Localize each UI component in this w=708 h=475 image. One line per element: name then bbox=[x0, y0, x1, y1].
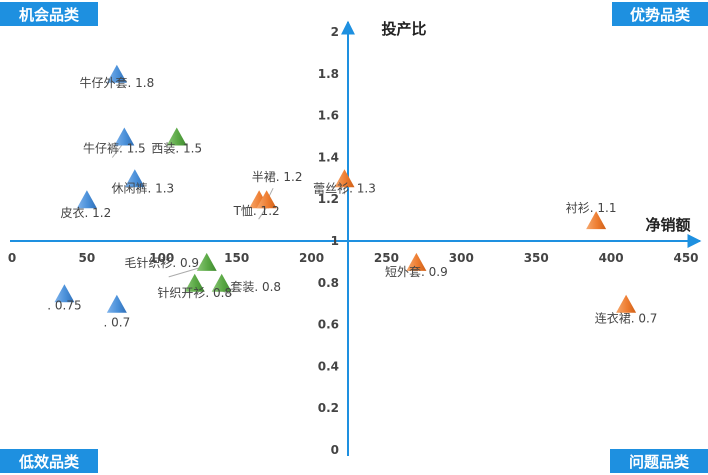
quadrant-tag-top-left: 机会品类 bbox=[0, 2, 98, 26]
point-marker bbox=[124, 169, 145, 188]
point-marker bbox=[256, 190, 277, 209]
x-tick-label: 150 bbox=[224, 251, 249, 265]
x-tick-label: 0 bbox=[8, 251, 16, 265]
quadrant-tag-bottom-right: 问题品类 bbox=[610, 449, 708, 473]
x-tick-label: 400 bbox=[599, 251, 624, 265]
x-axis-title: 净销额 bbox=[645, 216, 690, 234]
x-tick-label: 50 bbox=[79, 251, 96, 265]
leader-line bbox=[111, 144, 123, 158]
data-points bbox=[54, 64, 637, 313]
point-label: . 0.7 bbox=[103, 316, 130, 330]
point-marker bbox=[106, 294, 127, 313]
point-label: 蕾丝衫. 1.3 bbox=[313, 181, 376, 195]
y-tick-label: 1.8 bbox=[318, 67, 339, 81]
data-labels: 牛仔外套. 1.8 牛仔裤. 1.5 西装. 1.5 休闲裤. 1.3 皮衣. 1.2 半… bbox=[47, 75, 657, 330]
leader-lines bbox=[111, 144, 346, 296]
leader-line bbox=[168, 266, 203, 278]
point-marker bbox=[184, 273, 205, 292]
y-tick-label: 1 bbox=[331, 234, 339, 248]
y-tick-label: 2 bbox=[331, 25, 339, 39]
leader-line bbox=[258, 206, 268, 220]
x-tick-label: 350 bbox=[524, 251, 549, 265]
point-marker bbox=[76, 190, 97, 209]
point-label: 半裙. 1.2 bbox=[252, 170, 303, 184]
quadrant-label-opportunity: 机会品类 bbox=[19, 6, 80, 24]
point-marker bbox=[334, 169, 355, 188]
point-label: 毛针织衫. 0.9 bbox=[124, 255, 199, 270]
point-label: 短外套. 0.9 bbox=[385, 265, 448, 279]
quadrant-tag-bottom-left: 低效品类 bbox=[0, 449, 98, 473]
x-tick-label: 450 bbox=[673, 251, 698, 265]
y-tick-label: 0.6 bbox=[318, 318, 339, 332]
point-marker bbox=[54, 284, 75, 303]
quadrant-tag-top-right: 优势品类 bbox=[612, 2, 708, 26]
point-marker bbox=[114, 127, 135, 146]
y-tick-label: 0.8 bbox=[318, 276, 339, 290]
point-label: T恤. 1.2 bbox=[233, 204, 280, 218]
quadrant-label-advantage: 优势品类 bbox=[630, 6, 691, 24]
point-label: 西装. 1.5 bbox=[151, 142, 202, 156]
point-label: 针织开衫. 0.8 bbox=[157, 285, 232, 300]
y-axis-title: 投产比 bbox=[381, 20, 426, 38]
y-tick-label: 1.6 bbox=[318, 109, 339, 123]
y-tick-labels: 0 0.2 0.4 0.6 0.8 1 1.2 1.4 1.6 1.8 2 bbox=[318, 25, 339, 457]
point-marker bbox=[586, 211, 607, 230]
point-label: 牛仔裤. 1.5 bbox=[83, 141, 146, 156]
quadrant-label-problem: 问题品类 bbox=[629, 453, 690, 471]
point-marker bbox=[616, 294, 637, 313]
point-marker bbox=[406, 252, 427, 271]
x-tick-label: 200 bbox=[299, 251, 324, 265]
x-tick-labels: 0 50 100 150 200 250 300 350 400 450 bbox=[8, 251, 699, 265]
x-tick-label: 250 bbox=[374, 251, 399, 265]
point-label: 皮衣. 1.2 bbox=[61, 205, 112, 220]
point-label: 套装. 0.8 bbox=[230, 280, 281, 294]
point-label: . 0.75 bbox=[47, 298, 81, 312]
y-tick-label: 1.4 bbox=[318, 150, 339, 164]
x-tick-label: 300 bbox=[449, 251, 474, 265]
point-label: 衬衫. 1.1 bbox=[566, 201, 617, 215]
point-marker bbox=[211, 273, 232, 292]
y-tick-label: 0.2 bbox=[318, 401, 339, 415]
x-tick-label: 100 bbox=[149, 251, 174, 265]
point-marker bbox=[166, 127, 187, 146]
point-label: 牛仔外套. 1.8 bbox=[79, 75, 154, 90]
y-tick-label: 0.4 bbox=[318, 359, 339, 373]
quadrant-label-inefficient: 低效品类 bbox=[18, 453, 80, 471]
y-tick-label: 0 bbox=[331, 443, 339, 457]
point-label: 休闲裤. 1.3 bbox=[111, 181, 174, 195]
point-marker bbox=[106, 64, 127, 83]
y-tick-label: 1.2 bbox=[318, 192, 339, 206]
point-label: 连衣裙. 0.7 bbox=[595, 311, 658, 326]
point-marker bbox=[196, 252, 217, 271]
